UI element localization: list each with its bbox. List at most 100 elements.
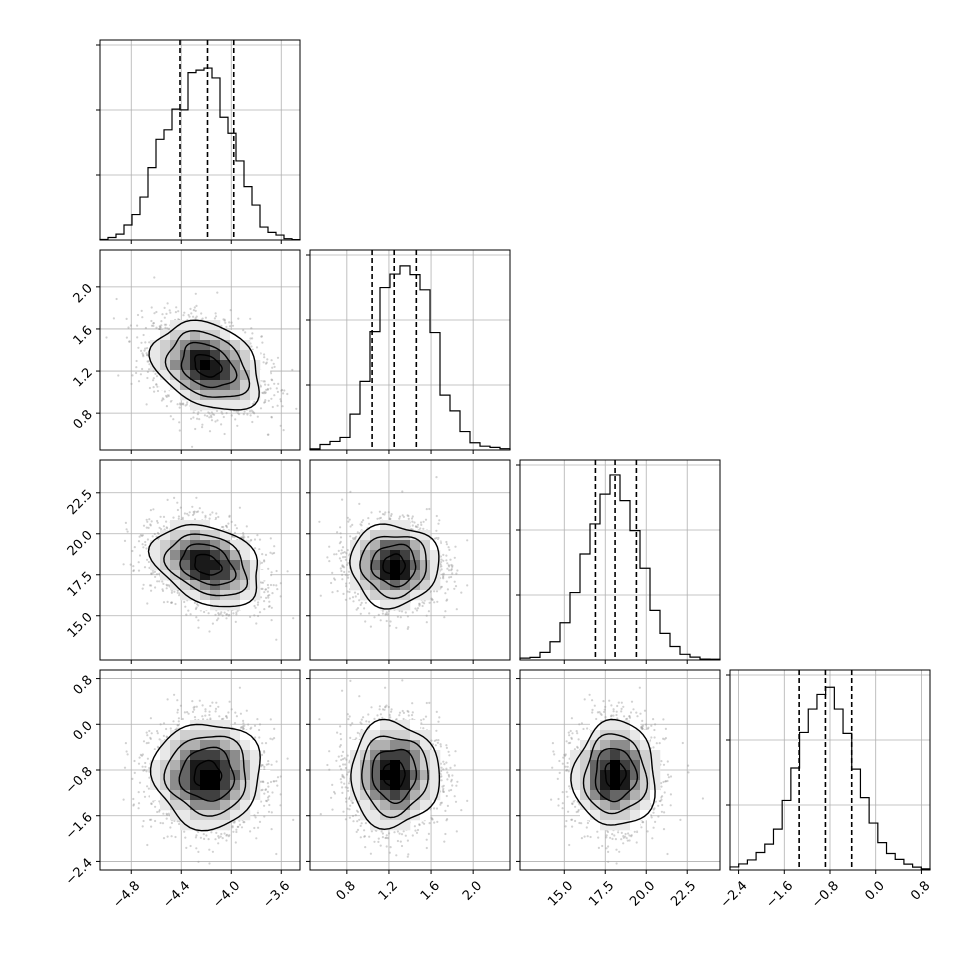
sample-point — [401, 679, 404, 682]
histogram-panel-1 — [306, 249, 511, 454]
density-cell — [220, 570, 231, 581]
density-cell — [230, 740, 241, 751]
sample-point — [370, 511, 373, 514]
sample-point — [443, 840, 446, 843]
density-cell — [190, 390, 201, 401]
sample-point — [263, 750, 266, 753]
sample-point — [181, 518, 184, 521]
density-cell — [390, 730, 401, 741]
density-cell — [210, 350, 221, 361]
sample-point — [355, 737, 358, 740]
sample-point — [346, 786, 349, 790]
density-cell — [220, 340, 231, 351]
sample-point — [453, 795, 456, 798]
sample-point — [238, 823, 242, 826]
sample-point — [279, 595, 282, 598]
sample-point — [270, 378, 273, 381]
scatter-panel-2-0: 15.017.520.022.5 — [65, 459, 324, 664]
density-cell — [390, 800, 401, 811]
sample-point — [347, 789, 350, 793]
sample-point — [341, 565, 344, 568]
sample-point — [351, 722, 354, 725]
sample-point — [195, 315, 198, 318]
sample-point — [346, 713, 349, 716]
sample-point — [273, 727, 276, 731]
density-cell — [380, 820, 391, 831]
sample-point — [266, 358, 269, 361]
sample-point — [343, 566, 346, 569]
sample-point — [128, 340, 131, 343]
sample-point — [264, 788, 268, 791]
sample-point — [269, 718, 272, 721]
sample-point — [340, 781, 343, 784]
sample-point — [407, 626, 410, 629]
sample-point — [446, 771, 449, 774]
density-cell — [370, 740, 381, 751]
sample-point — [454, 750, 457, 753]
sample-point — [211, 622, 214, 625]
sample-point — [255, 622, 258, 625]
sample-point — [442, 572, 445, 575]
sample-point — [124, 521, 127, 525]
sample-point — [209, 414, 213, 417]
sample-point — [418, 823, 421, 826]
density-cell — [180, 350, 191, 361]
sample-point — [445, 819, 448, 822]
sample-point — [389, 620, 392, 623]
sample-point — [166, 498, 169, 501]
sample-point — [386, 837, 389, 840]
sample-point — [349, 525, 352, 528]
sample-point — [156, 521, 159, 524]
scatter-panel-3-1: 0.8 1.2 1.6 2.0 — [306, 669, 511, 904]
sample-point — [262, 392, 265, 395]
sample-point — [170, 601, 173, 604]
density-cell — [240, 740, 251, 751]
sample-point — [238, 686, 241, 689]
sample-point — [132, 569, 135, 573]
sample-point — [245, 709, 248, 712]
density-cell — [220, 380, 231, 391]
sample-point — [450, 568, 453, 571]
sample-point — [225, 613, 229, 616]
density-cell — [430, 570, 441, 581]
sample-point — [341, 551, 345, 554]
sample-point — [196, 413, 199, 416]
sample-point — [199, 836, 202, 839]
sample-point — [349, 736, 352, 740]
sample-point — [205, 834, 208, 837]
sample-point — [445, 540, 448, 544]
sample-point — [147, 741, 150, 745]
sample-point — [390, 514, 393, 518]
sample-point — [358, 502, 361, 505]
sample-point — [407, 517, 410, 521]
sample-point — [166, 600, 169, 604]
sample-point — [378, 708, 381, 711]
sample-point — [235, 527, 238, 530]
sample-point — [362, 716, 365, 719]
sample-point — [242, 727, 245, 730]
sample-point — [186, 711, 189, 714]
sample-point — [162, 837, 166, 840]
sample-point — [144, 341, 147, 344]
sample-point — [430, 816, 433, 819]
sample-point — [344, 818, 347, 821]
sample-point — [322, 797, 324, 799]
sample-point — [369, 625, 372, 628]
x-tick-label: −0.8 — [809, 878, 842, 911]
sample-point — [268, 795, 271, 798]
sample-point — [276, 784, 279, 787]
sample-point — [351, 596, 355, 599]
density-cell — [230, 770, 241, 781]
density-cell — [200, 590, 211, 601]
density-cell — [190, 820, 201, 831]
sample-point — [404, 611, 407, 614]
sample-point — [234, 524, 237, 527]
sample-point — [227, 522, 230, 525]
sample-point — [207, 838, 210, 841]
sample-point — [165, 395, 168, 398]
sample-point — [378, 705, 381, 708]
sample-point — [223, 432, 226, 436]
sample-point — [445, 580, 448, 583]
sample-point — [322, 608, 324, 610]
density-cell — [430, 760, 441, 771]
